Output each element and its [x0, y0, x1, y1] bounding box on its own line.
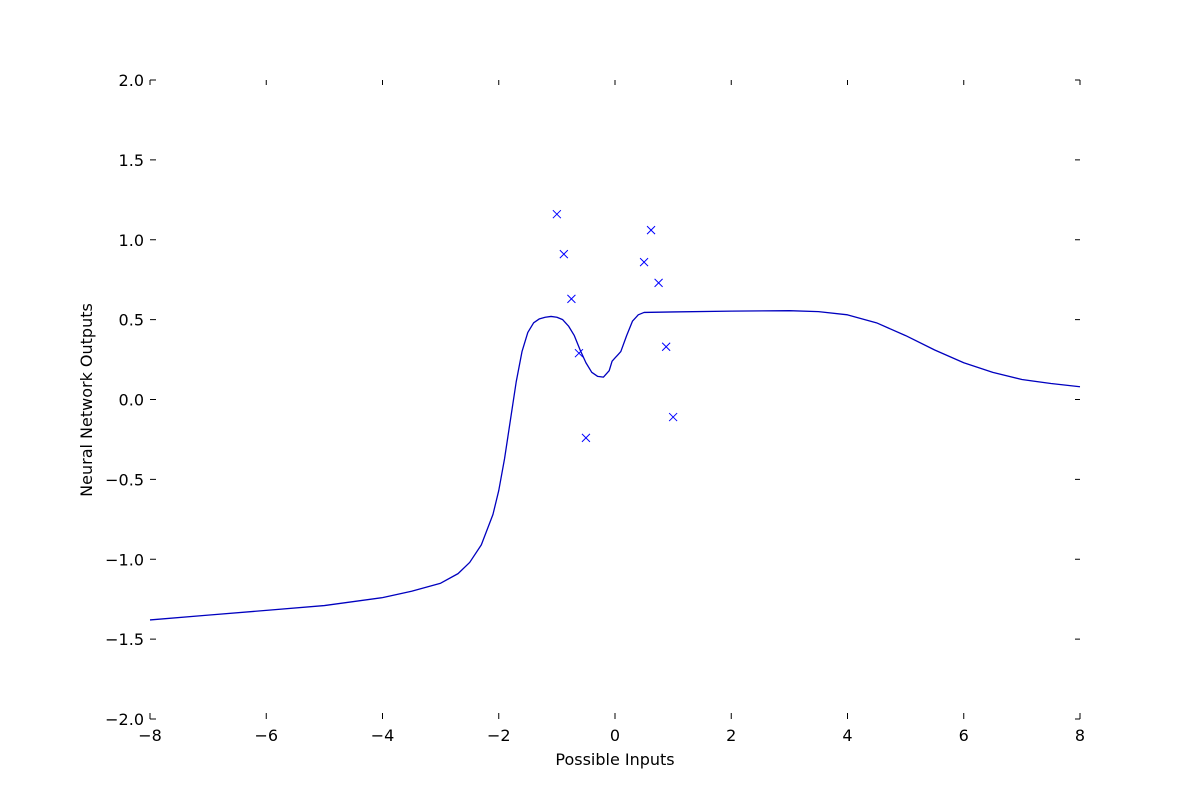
x-tick-label: −8 [138, 726, 162, 745]
x-tick-label: 0 [610, 726, 620, 745]
x-tick-label: 2 [726, 726, 736, 745]
y-axis-ticks: 2.0 1.5 1.0 0.5 0.0 −0.5 −1.0 −1.5 −2.0 [105, 71, 1080, 729]
x-axis-title: Possible Inputs [555, 750, 674, 769]
data-point-marker [559, 249, 569, 259]
data-point-marker [567, 294, 576, 304]
data-points-series [552, 209, 678, 443]
y-tick-label: −2.0 [105, 710, 144, 729]
data-point-marker [574, 348, 584, 358]
y-tick-label: 2.0 [119, 71, 144, 90]
x-tick-label: −6 [254, 726, 278, 745]
y-axis-title: Neural Network Outputs [77, 303, 96, 497]
data-point-marker [661, 342, 671, 352]
x-tick-label: 6 [959, 726, 969, 745]
x-axis-ticks: −8 −6 −4 −2 0 2 4 6 8 [138, 80, 1085, 745]
data-point-marker [654, 278, 663, 288]
y-tick-label: −1.0 [105, 550, 144, 569]
fitted-curve-series [149, 310, 1081, 621]
data-point-marker [581, 433, 591, 443]
y-tick-label: 0.5 [119, 311, 144, 330]
x-tick-label: −2 [487, 726, 511, 745]
data-point-marker [639, 257, 649, 267]
y-tick-label: 1.5 [119, 151, 144, 170]
y-tick-label: 1.0 [119, 231, 144, 250]
x-tick-label: 8 [1075, 726, 1085, 745]
fitted-curve-line [149, 310, 1081, 621]
y-tick-label: 0.0 [119, 391, 144, 410]
x-tick-label: −4 [371, 726, 395, 745]
x-tick-label: 4 [842, 726, 852, 745]
y-tick-label: −1.5 [105, 630, 144, 649]
data-point-marker [646, 225, 656, 235]
y-tick-label: −0.5 [105, 470, 144, 489]
data-point-marker [668, 412, 678, 422]
data-point-marker [552, 209, 562, 219]
